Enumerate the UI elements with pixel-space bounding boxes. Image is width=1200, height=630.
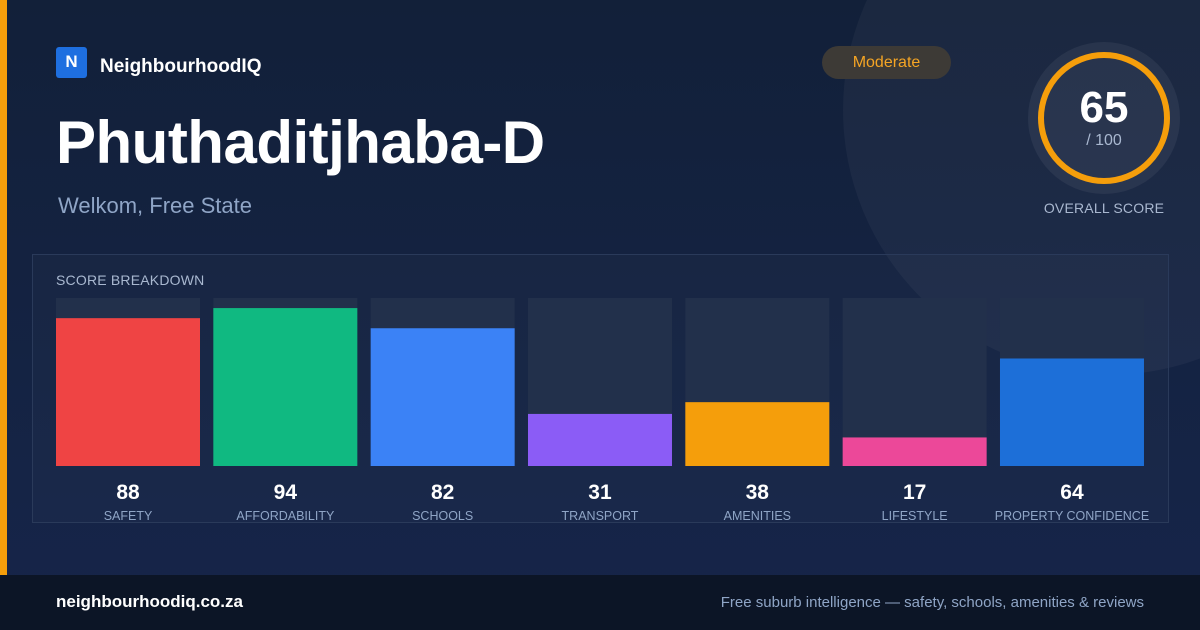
accent-bar — [0, 0, 7, 575]
suburb-title: Phuthaditjhaba-D — [56, 109, 545, 176]
overall-score-label: OVERALL SCORE — [1043, 200, 1165, 216]
brand-name: NeighbourhoodIQ — [100, 56, 262, 77]
overall-score-ring — [1028, 42, 1180, 194]
footer-tagline: Free suburb intelligence — safety, schoo… — [720, 594, 1144, 611]
footer — [0, 575, 1200, 630]
breakdown-title: SCORE BREAKDOWN — [56, 272, 205, 288]
brand[interactable]: N NeighbourhoodIQ — [56, 46, 261, 78]
suburb-location: Welkom, Free State — [58, 193, 252, 218]
overall-score-max: / 100 — [1086, 132, 1122, 149]
overall-score-value: 65 — [1079, 83, 1129, 132]
score-ring-arc — [1038, 52, 1170, 184]
score-breakdown-panel — [32, 254, 1169, 523]
rating-badge: Moderate — [822, 46, 951, 79]
score-ring-background — [1028, 42, 1180, 194]
footer-url-link[interactable]: neighbourhoodiq.co.za — [56, 592, 243, 611]
brand-logo-icon: N — [56, 46, 87, 78]
